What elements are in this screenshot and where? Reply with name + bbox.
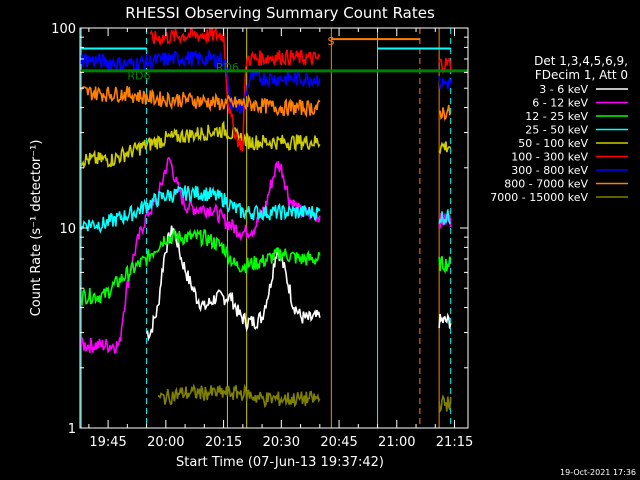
legend-detectors: Det 1,3,4,5,6,9, [534, 54, 628, 68]
y-tick-label: 10 [59, 222, 76, 237]
legend-label: 50 - 100 keV [518, 137, 588, 150]
annotation-label: RD6 [127, 69, 150, 82]
legend-label: 100 - 300 keV [511, 151, 588, 164]
legend-label: 12 - 25 keV [525, 110, 588, 123]
x-tick-label: 20:15 [205, 435, 242, 450]
series-line-5 [149, 28, 452, 152]
legend-label: 800 - 7000 keV [504, 178, 588, 191]
x-tick-label: 20:45 [320, 435, 357, 450]
series-line-6 [80, 48, 452, 114]
legend-label: 300 - 800 keV [511, 164, 588, 177]
series-line-3 [80, 185, 452, 234]
annotation-label: S [328, 35, 335, 48]
y-tick-label: 100 [51, 22, 76, 37]
series-line-8 [157, 383, 452, 414]
footer-date: 19-Oct-2021 17:36 [560, 468, 636, 477]
series-line-7 [80, 86, 451, 121]
x-tick-label: 19:45 [89, 435, 126, 450]
x-tick-label: 21:15 [436, 435, 473, 450]
series-line-4 [80, 120, 452, 170]
annotation-label: RD6 [216, 61, 239, 74]
legend-config: FDecim 1, Att 0 [535, 68, 628, 82]
chart-title: RHESSI Observing Summary Count Rates [125, 4, 435, 22]
y-tick-label: 1 [68, 422, 76, 437]
legend-label: 6 - 12 keV [532, 97, 588, 110]
legend-label: 25 - 50 keV [525, 124, 588, 137]
x-tick-label: 21:00 [378, 435, 415, 450]
legend-label: 7000 - 15000 keV [490, 191, 588, 204]
x-axis-label: Start Time (07-Jun-13 19:37:42) [176, 455, 384, 470]
legend: Det 1,3,4,5,6,9, FDecim 1, Att 0 3 - 6 k… [490, 54, 628, 204]
series-line-2 [80, 227, 452, 307]
x-tick-label: 20:00 [147, 435, 184, 450]
legend-label: 3 - 6 keV [539, 83, 588, 96]
y-axis-label: Count Rate (s⁻¹ detector⁻¹) [29, 140, 44, 317]
x-tick-label: 20:30 [263, 435, 300, 450]
